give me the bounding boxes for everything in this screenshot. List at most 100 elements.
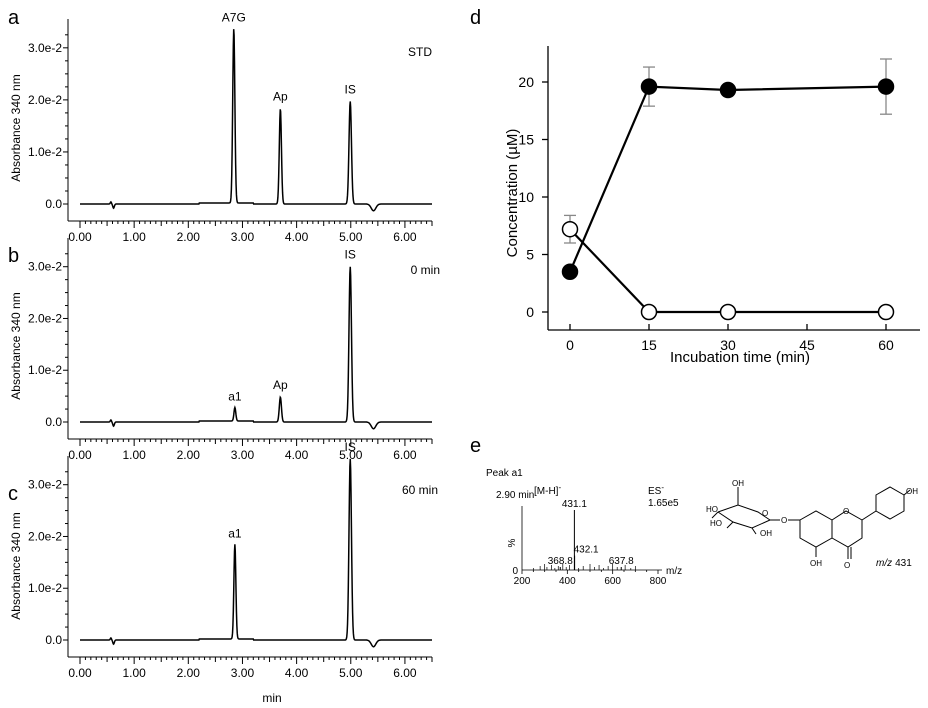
y-tick-label: 0.0 <box>45 197 62 211</box>
y-tick-label: 3.0e-2 <box>28 260 62 274</box>
x-tick-label: 4.00 <box>285 230 309 244</box>
x-tick-label: 6.00 <box>393 666 417 680</box>
structure-label: OH <box>906 487 918 496</box>
structure-label: HO <box>710 519 722 528</box>
y-tick-label: 3.0e-2 <box>28 41 62 55</box>
peak-label: IS <box>345 248 356 262</box>
x-tick-label: 0.00 <box>68 230 92 244</box>
peak-label: a1 <box>228 390 242 404</box>
structure-label: HO <box>706 505 718 514</box>
x-tick-label: 6.00 <box>393 230 417 244</box>
x-tick-label: 2.00 <box>177 666 201 680</box>
y-tick-label: 2.0e-2 <box>28 311 62 325</box>
panel-letter-c: c <box>8 483 18 505</box>
structure-label: OH <box>810 559 822 568</box>
chromatogram-trace <box>80 266 432 430</box>
x-tick-label: 0.00 <box>68 448 92 462</box>
panel-c: c Absorbance 340 nm 60 min 0.0 1.0e-2 2.0e… <box>8 440 438 680</box>
peak-label: a1 <box>228 526 242 540</box>
x-tick-label: 3.00 <box>231 666 255 680</box>
x-tick-label: 5.00 <box>339 448 363 462</box>
x-tick-label: 2.00 <box>177 230 201 244</box>
ms-peak-label: 431.1 <box>562 499 587 510</box>
data-point-filled <box>719 81 737 99</box>
x-tick-label: 4.00 <box>285 448 309 462</box>
structure-label: O <box>843 507 849 516</box>
x-tick-label: 3.00 <box>231 230 255 244</box>
ms-peak-label: 432.1 <box>574 545 599 556</box>
ms-retention: 2.90 min <box>496 490 534 501</box>
panel-letter-b: b <box>8 245 19 267</box>
ms-x-label: m/z <box>666 566 682 577</box>
x-tick-label: 1.00 <box>122 666 146 680</box>
y-axis-title-a: Absorbance 340 nm <box>9 74 23 181</box>
x-tick-label: 30 <box>720 337 736 353</box>
ms-mode: ES- <box>648 483 664 497</box>
x-tick-label: 6.00 <box>393 448 417 462</box>
x-axis-title-min: min <box>262 691 281 705</box>
peak-label: IS <box>345 440 356 454</box>
x-tick-label: 0 <box>566 337 574 353</box>
y-tick-label: 1.0e-2 <box>28 145 62 159</box>
peak-label: A7G <box>222 11 246 25</box>
x-tick-label: 1.00 <box>122 230 146 244</box>
panel-letter-a: a <box>8 7 20 29</box>
y-tick-label: 1.0e-2 <box>28 581 62 595</box>
structure-c-ring <box>831 510 863 548</box>
structure-label: OH <box>732 479 744 488</box>
data-point-open <box>640 303 658 321</box>
x-tick-label: 45 <box>799 337 815 353</box>
peak-label: IS <box>345 82 356 96</box>
y-tick-label: 5 <box>526 247 534 263</box>
series-line-open <box>569 228 886 314</box>
time-course-chart: 0 5 10 15 20 0 15 30 45 60 <box>518 46 920 353</box>
chromatogram-a: 0.0 1.0e-2 2.0e-2 3.0e-2 0.00 1.00 2.00 3.00 4.0… <box>28 11 433 244</box>
structure-bond <box>903 489 911 496</box>
y-tick-label: 2.0e-2 <box>28 529 62 543</box>
ms-x-tick-label: 600 <box>604 576 621 587</box>
panel-letter-e: e <box>470 435 481 457</box>
panel-e: e Peak a1 2.90 min [M-H]- ES- 1.65e5 % m… <box>470 435 918 587</box>
ms-ion-label: [M-H]- <box>534 483 561 497</box>
peak-label: Ap <box>273 90 288 104</box>
data-point-open <box>877 303 895 321</box>
chromatogram-trace <box>80 458 432 648</box>
ms-y-tick-label: 0 <box>512 566 518 577</box>
structure-bond <box>861 510 877 521</box>
structure-label: O <box>781 516 787 525</box>
chromatogram-trace <box>80 29 432 212</box>
structure-bond <box>751 527 757 535</box>
y-tick-label: 20 <box>518 74 534 90</box>
panel-a: a Absorbance 340 nm STD 0.0 1.0e-2 2.0e-2 3… <box>8 7 433 244</box>
y-tick-label: 3.0e-2 <box>28 478 62 492</box>
series-line-filled <box>568 85 887 273</box>
x-tick-label: 60 <box>878 337 894 353</box>
y-tick-label: 10 <box>518 189 534 205</box>
ms-y-label: % <box>507 538 518 547</box>
y-tick-label: 0 <box>526 304 534 320</box>
ms-x-tick-label: 200 <box>514 576 531 587</box>
structure-label: O <box>762 509 768 518</box>
data-point-filled <box>640 78 658 95</box>
mz-caption: m/z 431 <box>876 558 912 569</box>
peak-label: Ap <box>273 378 288 392</box>
data-point-filled <box>561 263 579 280</box>
panel-b: b Absorbance 340 nm 0 min 0.0 1.0e-2 2.0e-… <box>8 238 440 462</box>
ms-title: Peak a1 <box>486 468 523 479</box>
structure-labels: OH HO HO O OH O OH O OH O <box>706 479 918 570</box>
structure-bond <box>711 511 719 519</box>
x-tick-label: 2.00 <box>177 448 201 462</box>
y-tick-label: 0.0 <box>45 415 62 429</box>
y-axis-title-d: Concentration (µM) <box>504 129 521 258</box>
panel-d: d Concentration (µM) Incubation time (mi… <box>470 7 920 366</box>
structure-a-ring <box>799 510 833 548</box>
data-point-filled <box>877 78 895 95</box>
x-tick-label: 1.00 <box>122 448 146 462</box>
y-tick-label: 0.0 <box>45 633 62 647</box>
y-tick-label: 2.0e-2 <box>28 93 62 107</box>
x-tick-label: 5.00 <box>339 230 363 244</box>
panel-letter-d: d <box>470 7 481 29</box>
annotation-c: 60 min <box>402 483 438 497</box>
y-tick-label: 1.0e-2 <box>28 363 62 377</box>
